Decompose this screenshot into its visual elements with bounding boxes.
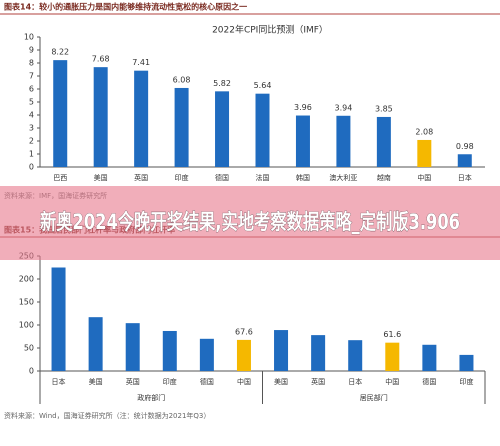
value-label: 61.6	[383, 330, 401, 339]
x-tick-label: 法国	[256, 173, 270, 182]
x-tick-label: 美国	[89, 377, 103, 386]
x-tick-label: 德国	[215, 173, 229, 182]
x-tick-label: 日本	[458, 173, 472, 182]
bar	[125, 323, 140, 371]
x-tick-label: 日本	[52, 377, 66, 386]
y-tick-label: 0	[29, 367, 34, 376]
x-tick-label: 中国	[385, 377, 399, 386]
x-tick-label: 韩国	[296, 173, 310, 182]
value-label: 3.94	[335, 103, 353, 112]
x-tick-label: 澳大利亚	[329, 173, 357, 182]
x-tick-label: 中国	[417, 173, 431, 182]
value-label: 67.6	[235, 327, 253, 336]
value-label: 8.22	[51, 48, 69, 57]
x-tick-label: 巴西	[53, 174, 67, 182]
bar	[134, 70, 149, 167]
figure-title: 图表14：较小的通胀压力是国内能够维持流动性宽松的核心原因之一	[4, 2, 247, 12]
x-tick-label: 中国	[237, 377, 251, 386]
x-tick-label: 英国	[311, 377, 325, 386]
y-tick-label: 9	[29, 46, 34, 55]
group-label: 居民部门	[360, 393, 388, 402]
value-label: 3.96	[294, 103, 312, 112]
bar	[348, 340, 363, 371]
x-tick-label: 越南	[377, 173, 391, 182]
y-tick-label: 3	[29, 124, 34, 133]
value-label: 7.41	[132, 58, 150, 67]
y-tick-label: 2	[29, 137, 34, 146]
x-tick-label: 美国	[274, 377, 288, 386]
overlay-text: 新奥2024今晚开奖结果,实地考察数据策略_定制版3.906	[40, 210, 460, 234]
x-tick-label: 英国	[134, 173, 148, 182]
bar	[417, 139, 432, 167]
bar	[457, 154, 472, 167]
y-tick-label: 5	[29, 98, 34, 107]
x-tick-label: 日本	[348, 377, 362, 386]
source-note: 资料来源：Wind，国海证券研究所（注：统计数据为2021年Q3）	[4, 411, 210, 420]
bar	[336, 115, 351, 167]
value-label: 0.98	[456, 142, 474, 151]
y-tick-label: 150	[19, 298, 34, 307]
y-tick-label: 0	[29, 163, 34, 172]
bar	[53, 60, 68, 167]
bar	[162, 330, 177, 371]
bar	[51, 267, 66, 371]
bar	[88, 317, 103, 371]
value-label: 3.85	[375, 104, 393, 113]
y-tick-label: 7	[29, 72, 34, 81]
value-label: 7.68	[92, 55, 110, 64]
x-tick-label: 印度	[175, 173, 189, 182]
y-tick-label: 50	[24, 344, 34, 353]
bar	[274, 330, 289, 371]
bar	[422, 344, 437, 371]
x-tick-label: 德国	[200, 377, 214, 386]
y-tick-label: 6	[29, 85, 34, 94]
bar	[295, 115, 310, 167]
y-tick-label: 8	[29, 59, 34, 68]
bar	[311, 335, 326, 371]
x-tick-label: 英国	[126, 377, 140, 386]
x-tick-label: 印度	[163, 377, 177, 386]
x-tick-label: 美国	[94, 173, 108, 182]
chart-title: 2022年CPI同比预测（IMF）	[212, 24, 328, 36]
bar	[385, 342, 400, 371]
value-label: 6.08	[173, 75, 191, 84]
y-tick-label: 200	[19, 275, 34, 284]
x-tick-label: 印度	[459, 377, 473, 386]
bar	[93, 67, 108, 167]
value-label: 5.64	[254, 81, 272, 90]
value-label: 2.08	[415, 127, 433, 136]
overlay-band	[0, 186, 500, 260]
value-label: 5.82	[213, 79, 231, 88]
bar	[459, 354, 474, 371]
x-tick-label: 德国	[422, 377, 436, 386]
y-tick-label: 1	[29, 150, 34, 159]
y-tick-label: 4	[29, 111, 34, 120]
bar	[255, 93, 270, 167]
bar	[215, 91, 230, 167]
bar	[236, 339, 251, 371]
bar	[174, 87, 189, 167]
bar	[199, 338, 214, 371]
group-label: 政府部门	[137, 393, 165, 402]
bar	[376, 116, 391, 167]
y-tick-label: 10	[24, 33, 34, 42]
y-tick-label: 100	[19, 321, 34, 330]
